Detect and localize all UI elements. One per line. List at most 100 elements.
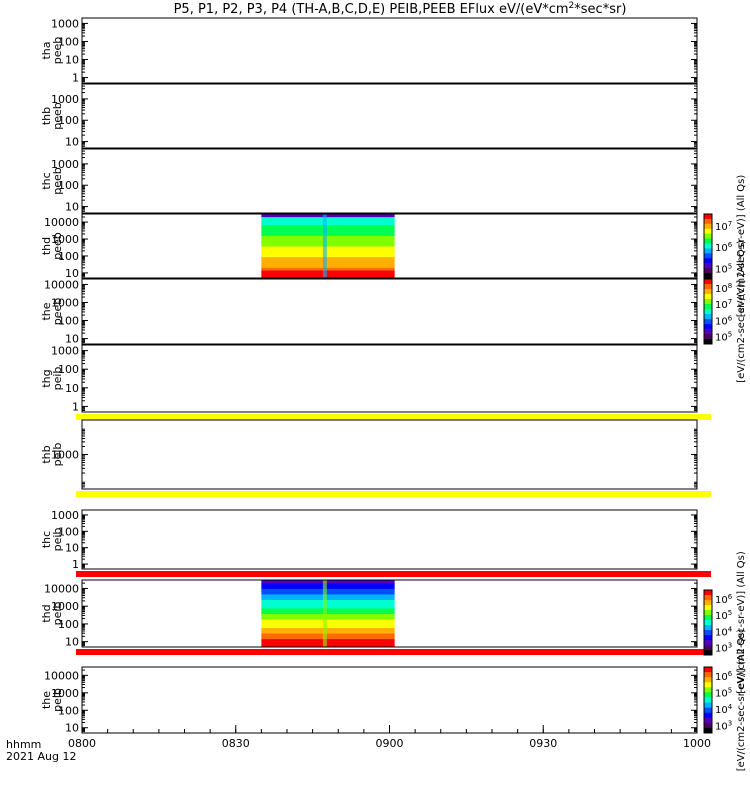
spectrogram-cell xyxy=(261,232,395,236)
x-tick-label: 0900 xyxy=(376,737,404,750)
panel-label-product: peeb xyxy=(51,167,64,195)
y-tick-label: 10 xyxy=(65,636,79,649)
colorbar-swatch xyxy=(704,677,712,683)
colorbar-tick-exponent: 3 xyxy=(728,642,732,650)
colorbar-frame xyxy=(703,278,713,345)
colorbar-title: [eV/(cm2-sec-sr-eV)] (All Qs) xyxy=(736,551,747,694)
panel-label-probe: thd xyxy=(40,604,53,622)
colorbar-swatch xyxy=(704,238,712,245)
colorbar-swatch xyxy=(704,590,712,596)
y-tick-label: 1000 xyxy=(51,600,79,613)
panel-thg-peib: 1 10 100 1000 thgpeib xyxy=(40,344,711,420)
panel-frame xyxy=(81,278,698,345)
spectrogram-cell xyxy=(261,621,395,626)
colorbar-tick-label: 105 xyxy=(715,686,732,699)
colorbar-title: [eV/(cm2-sec-sr-eV)] (All Qs) xyxy=(736,175,747,318)
spectrogram-cell xyxy=(261,238,395,242)
x-tick-label: 0930 xyxy=(529,737,557,750)
panel-frame xyxy=(81,148,698,214)
colorbar-frame xyxy=(703,213,713,279)
chart-title: P5, P1, P2, P3, P4 (TH-A,B,C,D,E) PEIB,P… xyxy=(174,1,627,17)
colorbar-tick-exponent: 5 xyxy=(728,331,732,339)
colorbar-swatch xyxy=(704,258,712,264)
y-tick-label: 100 xyxy=(58,704,79,717)
colorbar-swatch xyxy=(704,610,712,616)
spectrogram-cell xyxy=(261,235,395,239)
y-tick-label: 1000 xyxy=(51,233,79,246)
colorbar-swatch xyxy=(704,299,712,305)
spectrogram-cell xyxy=(261,588,395,592)
colorbar-swatch xyxy=(704,672,712,678)
panel-frame xyxy=(81,666,698,734)
spectrogram-cell xyxy=(261,219,395,223)
panel-label-probe: thd xyxy=(40,237,53,255)
colorbar-tick-exponent: 6 xyxy=(728,670,733,678)
panel-label-probe: thb xyxy=(40,107,53,125)
spectrogram-cell xyxy=(261,275,395,279)
y-tick-label: 10 xyxy=(65,333,79,346)
colorbar-swatch xyxy=(704,304,712,310)
fill-band xyxy=(76,491,711,497)
y-tick-label: 100 xyxy=(58,315,79,328)
spectrogram-cell xyxy=(261,582,395,587)
colorbar-swatch xyxy=(704,314,712,320)
colorbar-swatch xyxy=(704,329,712,335)
colorbar-swatch xyxy=(704,605,712,611)
colorbar-swatch xyxy=(704,702,712,709)
y-tick-label: 100 xyxy=(58,35,79,48)
colorbar-tick-label: 107 xyxy=(715,220,732,233)
spectrogram-cell xyxy=(261,256,395,260)
colorbar-swatch xyxy=(704,615,712,621)
spectrogram-gap xyxy=(322,580,327,647)
spectrogram-cell xyxy=(261,227,395,231)
spectrogram-cell xyxy=(261,270,395,274)
spectrogram-cell xyxy=(261,272,395,276)
colorbar-title: [eV/(cm2-sec-sr-eV)] (All Qs) xyxy=(736,240,747,383)
panel-label: thapeeb xyxy=(40,37,64,65)
y-tick-label: 10000 xyxy=(44,582,79,595)
panel-label-probe: tha xyxy=(40,41,53,59)
spectrogram-cell xyxy=(261,214,395,218)
colorbar-swatch xyxy=(704,640,712,646)
colorbar-tick-label: 105 xyxy=(715,609,732,622)
panel-frame xyxy=(81,509,698,570)
colorbar-tick-label: 105 xyxy=(715,331,732,344)
y-tick-label: 1000 xyxy=(51,17,79,30)
colorbar-swatch xyxy=(704,595,712,601)
colorbar-tick-base: 10 xyxy=(715,627,728,638)
colorbar-swatch xyxy=(704,692,712,698)
colorbar-tick-base: 10 xyxy=(715,672,728,683)
y-tick-label: 1000 xyxy=(51,345,79,358)
colorbar-swatch xyxy=(704,630,712,636)
colorbar-tick-base: 10 xyxy=(715,705,728,716)
colorbar-swatch xyxy=(704,600,712,606)
panel-the-peib: 10 100 1000 10000 thepeib xyxy=(40,666,698,735)
panel-label: thepeeb xyxy=(40,298,64,326)
panel-stack: 1101001000thapeeb101001000thbpeeb1010010… xyxy=(40,17,711,735)
spectrogram-cell xyxy=(261,602,395,606)
panel-thd-peib: 10 100 1000 10000 thdpeib xyxy=(40,579,711,655)
colorbar-tick-base: 10 xyxy=(715,644,728,655)
panel-the-peeb: 10 100 1000 10000 thepeeb xyxy=(40,278,698,346)
panel-label-product: peib xyxy=(51,688,64,712)
spectrogram-cell xyxy=(261,254,395,258)
colorbar-tick-exponent: 3 xyxy=(728,719,732,727)
spectrogram-gap xyxy=(322,214,327,278)
panel-label: thcpeeb xyxy=(40,167,64,195)
colorbar-tick-label: 104 xyxy=(715,703,733,716)
y-tick-label: 10 xyxy=(65,136,79,149)
panel-label-probe: the xyxy=(40,691,53,709)
fill-band xyxy=(76,649,711,655)
y-tick-label: 100 xyxy=(58,618,79,631)
spectrogram-cell xyxy=(261,633,395,637)
x-axis: 0800 0830 0900 0930 1000 xyxy=(68,725,711,750)
panel-label: thbpeib xyxy=(40,443,64,467)
colorbar-swatch xyxy=(704,339,712,345)
colorbar-frame xyxy=(703,666,713,734)
colorbar-swatch xyxy=(704,712,712,719)
panel-thd-peeb: 10 100 1000 10000 thdpeeb xyxy=(40,213,698,280)
y-tick-label: 10000 xyxy=(44,669,79,682)
panel-label-probe: thc xyxy=(40,172,53,189)
